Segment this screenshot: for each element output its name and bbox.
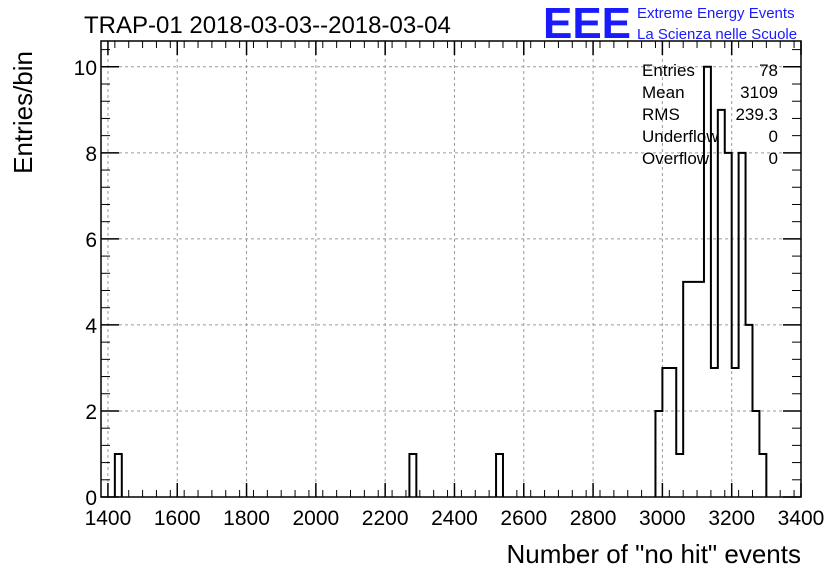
histogram-bin-3000 [662, 368, 669, 497]
eee-logo-mark: EEE [543, 0, 631, 48]
x-tick-label-1600: 1600 [154, 507, 201, 530]
plot-frame [100, 40, 802, 498]
x-axis-label: Number of "no hit" events [507, 539, 802, 569]
histogram-bin-3140 [711, 368, 718, 497]
stats-label-mean: Mean [642, 83, 685, 102]
x-tick-label-2800: 2800 [570, 507, 617, 530]
histogram-bin-3280 [759, 454, 766, 497]
histogram-bin-3220 [739, 153, 746, 497]
histogram-bin-2270 [409, 454, 416, 497]
stats-box: Entries 78 Mean 3109 RMS 239.3 Underflow 0 Overf… [642, 61, 778, 168]
histogram-bin-3020 [669, 368, 676, 497]
histogram-bin-1420 [115, 454, 122, 497]
stats-value-rms: 239.3 [735, 105, 778, 124]
histogram-bin-2980 [655, 411, 662, 497]
y-tick-label-2: 2 [85, 401, 97, 424]
histogram-bin-3060 [683, 282, 690, 497]
eee-logo-line1: Extreme Energy Events [637, 5, 795, 22]
tick-labels: 1400 1600 1800 2000 2200 2400 2600 2800 3000 3200… [74, 57, 825, 530]
y-tick-label-10: 10 [74, 57, 97, 80]
x-tick-label-2000: 2000 [292, 507, 339, 530]
x-tick-label-3400: 3400 [778, 507, 825, 530]
stats-label-overflow: Overflow [642, 149, 710, 168]
histogram-outline [113, 65, 768, 497]
histogram-bin-3080 [690, 282, 697, 497]
stats-label-entries: Entries [642, 61, 695, 80]
x-tick-label-1800: 1800 [223, 507, 270, 530]
histogram-bin-3200 [732, 368, 739, 497]
stats-value-underflow: 0 [769, 127, 778, 146]
y-tick-label-6: 6 [85, 229, 97, 252]
histogram-bin-2520 [496, 454, 503, 497]
stats-value-mean: 3109 [740, 83, 778, 102]
histogram-bin-3040 [676, 454, 683, 497]
x-tick-label-3000: 3000 [639, 507, 686, 530]
chart-title: TRAP-01 2018-03-03--2018-03-04 [84, 12, 451, 39]
stats-label-rms: RMS [642, 105, 680, 124]
histogram-bin-3160 [718, 110, 725, 497]
y-tick-label-4: 4 [85, 315, 97, 338]
histogram-bin-3100 [697, 282, 704, 497]
histogram-bin-3240 [746, 325, 753, 497]
x-tick-label-1400: 1400 [85, 507, 132, 530]
x-tick-label-3200: 3200 [708, 507, 755, 530]
stats-label-underflow: Underflow [642, 127, 719, 146]
y-tick-label-8: 8 [85, 143, 97, 166]
x-tick-label-2400: 2400 [431, 507, 478, 530]
y-axis-label: Entries/bin [8, 51, 38, 174]
stats-value-entries: 78 [759, 61, 778, 80]
eee-logo-line2: La Scienza nelle Scuole [637, 26, 797, 43]
histogram-bin-3260 [752, 411, 759, 497]
y-tick-label-0: 0 [85, 487, 97, 510]
eee-logo: EEE Extreme Energy Events La Scienza nel… [543, 0, 797, 48]
x-tick-label-2600: 2600 [500, 507, 547, 530]
stats-value-overflow: 0 [769, 149, 778, 168]
x-tick-label-2200: 2200 [362, 507, 409, 530]
histogram-bin-3180 [725, 153, 732, 497]
